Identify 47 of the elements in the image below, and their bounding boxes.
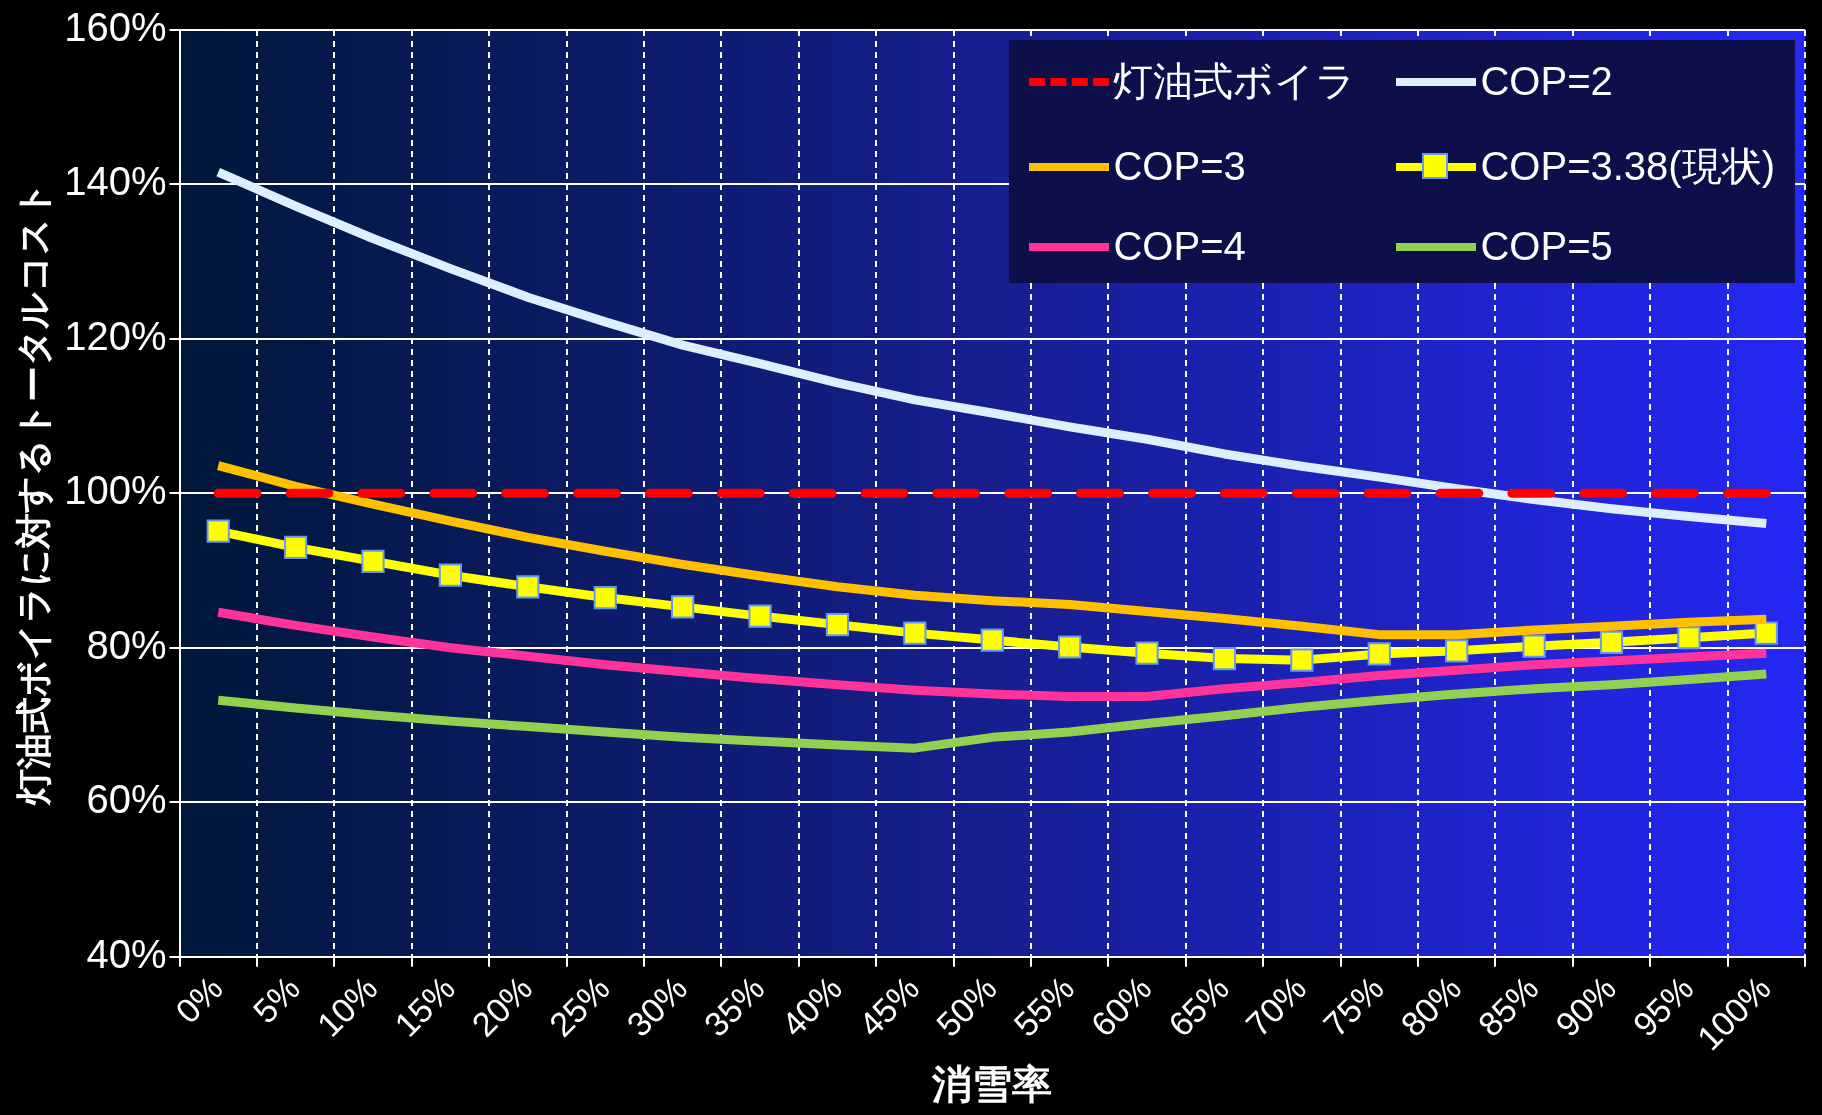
x-tick-label: 70%: [1238, 968, 1314, 1044]
point: [593, 585, 617, 610]
y-tick-label: 80%: [86, 622, 167, 667]
point: [671, 595, 695, 619]
point: [516, 575, 540, 599]
y-tick-label: 40%: [86, 931, 167, 976]
point: [1058, 635, 1082, 659]
legend-label: COP=3: [1113, 144, 1246, 189]
x-tick-label: 90%: [1548, 968, 1624, 1044]
point: [903, 621, 927, 645]
y-tick-label: 100%: [64, 468, 167, 513]
point: [1135, 641, 1159, 665]
x-tick-label: 45%: [851, 968, 927, 1044]
point: [1445, 639, 1469, 663]
legend-label: COP=2: [1480, 59, 1613, 104]
x-tick-label: 95%: [1625, 968, 1701, 1044]
point: [1754, 621, 1778, 645]
point: [1522, 634, 1546, 658]
x-tick-label: 40%: [774, 968, 850, 1044]
point: [748, 604, 772, 628]
y-tick-label: 160%: [64, 5, 167, 50]
point: [1212, 646, 1237, 671]
point: [1677, 626, 1701, 650]
y-tick-label: 140%: [64, 159, 167, 204]
x-tick-label: 5%: [245, 968, 308, 1031]
point: [361, 549, 385, 573]
legend-label: COP=5: [1480, 224, 1613, 269]
y-tick-label: 60%: [86, 777, 167, 822]
y-axis-title: 灯油式ボイラに対するトータルコスト: [12, 181, 54, 807]
point: [980, 628, 1004, 652]
legend-label: COP=4: [1113, 224, 1246, 269]
x-tick-label: 50%: [928, 968, 1004, 1044]
legend-label: COP=3.38(現状): [1480, 143, 1775, 190]
point: [1599, 630, 1624, 654]
point: [1290, 648, 1314, 672]
point: [1367, 642, 1391, 666]
point: [284, 535, 308, 559]
x-tick-label: 0%: [168, 968, 230, 1031]
x-tick-label: 75%: [1315, 968, 1391, 1044]
point: [825, 613, 850, 637]
point: [206, 519, 230, 543]
legend-label: 灯油式ボイラ: [1113, 58, 1357, 105]
point: [438, 563, 463, 587]
x-tick-label: 65%: [1161, 968, 1237, 1044]
x-axis-title: 消雪率: [931, 1062, 1053, 1107]
y-tick-label: 120%: [64, 313, 167, 358]
x-tick-label: 60%: [1083, 968, 1159, 1044]
